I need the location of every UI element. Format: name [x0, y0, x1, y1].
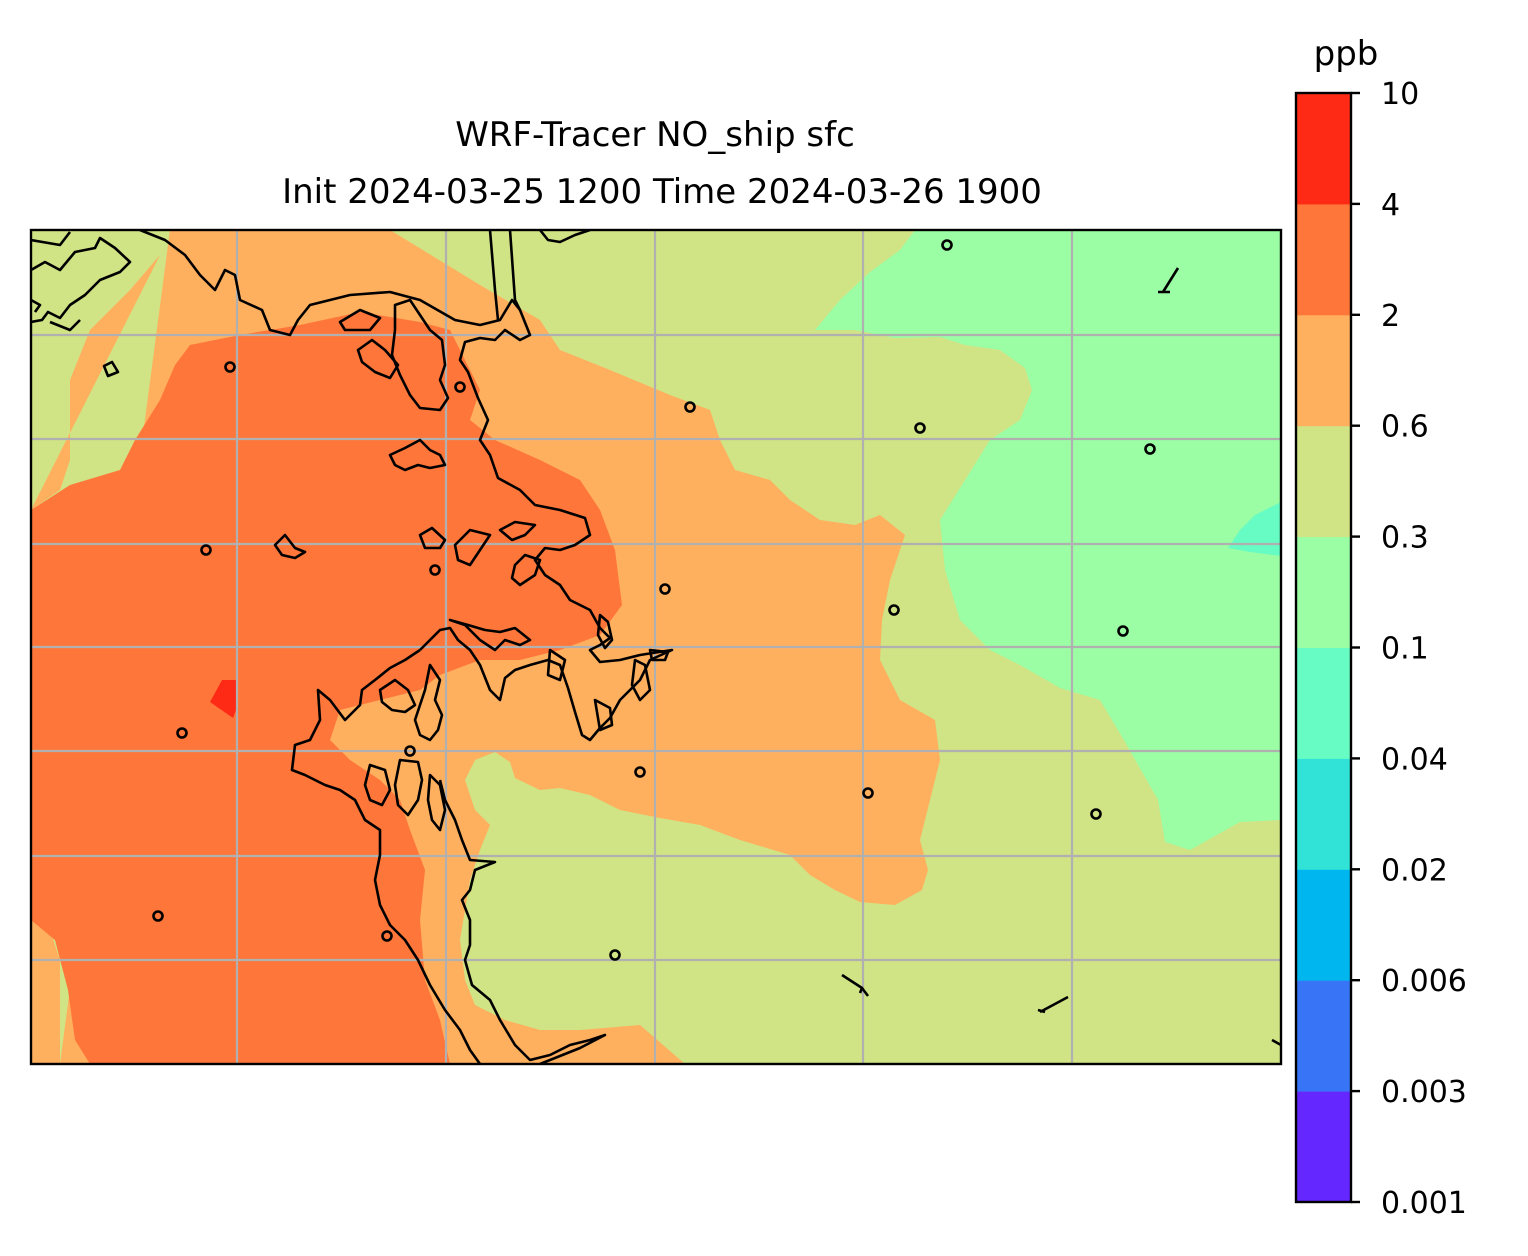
- colorbar: 0.001 0.003 0.006 0.02 0.04 0.1 0.3 0.6 2 4 10: [1294, 77, 1467, 1221]
- coastlines: [31, 230, 1281, 1064]
- map-frame: [29, 228, 1283, 1066]
- colorbar-tick-label: 0.3: [1381, 521, 1429, 556]
- colorbar-tick-label: 0.02: [1381, 853, 1448, 888]
- colorbar-segment: [1296, 93, 1351, 205]
- contour-fill-0.1-0.3: [815, 230, 1281, 850]
- colorbar-tick-label: 0.6: [1381, 410, 1429, 445]
- colorbar-tick-label: 0.1: [1381, 632, 1429, 667]
- map-gridlines: [31, 230, 1281, 1064]
- contour-fill-0.04-0.1: [1228, 502, 1281, 556]
- colorbar-tick-label: 0.003: [1381, 1075, 1467, 1110]
- colorbar-tick-label: 0.006: [1381, 964, 1467, 999]
- colorbar-tick-label: 4: [1381, 188, 1400, 223]
- colorbar-segment: [1296, 980, 1351, 1092]
- contour-fill-2-4: [31, 312, 622, 1064]
- colorbar-segment: [1296, 314, 1351, 427]
- colorbar-segment: [1296, 203, 1351, 316]
- colorbar-unit-label: ppb: [1314, 34, 1379, 74]
- title-line-1: WRF-Tracer NO_ship sfc: [455, 115, 855, 155]
- colorbar-segment: [1296, 425, 1351, 538]
- colorbar-segment: [1296, 536, 1351, 648]
- island-markers: [152, 239, 1156, 961]
- contour-fill-4-10: [210, 680, 238, 718]
- colorbar-segment: [1296, 758, 1351, 870]
- colorbar-tick-label: 10: [1381, 77, 1419, 112]
- colorbar-segment: [1296, 869, 1351, 981]
- colorbar-segment: [1296, 647, 1351, 759]
- map-panel: [31, 230, 1281, 1064]
- colorbar-segment: [1296, 1091, 1351, 1203]
- colorbar-tick-label: 0.04: [1381, 742, 1448, 777]
- colorbar-tick-label: 0.001: [1381, 1186, 1467, 1221]
- colorbar-tick-label: 2: [1381, 299, 1400, 334]
- title-line-2: Init 2024-03-25 1200 Time 2024-03-26 190…: [282, 172, 1042, 212]
